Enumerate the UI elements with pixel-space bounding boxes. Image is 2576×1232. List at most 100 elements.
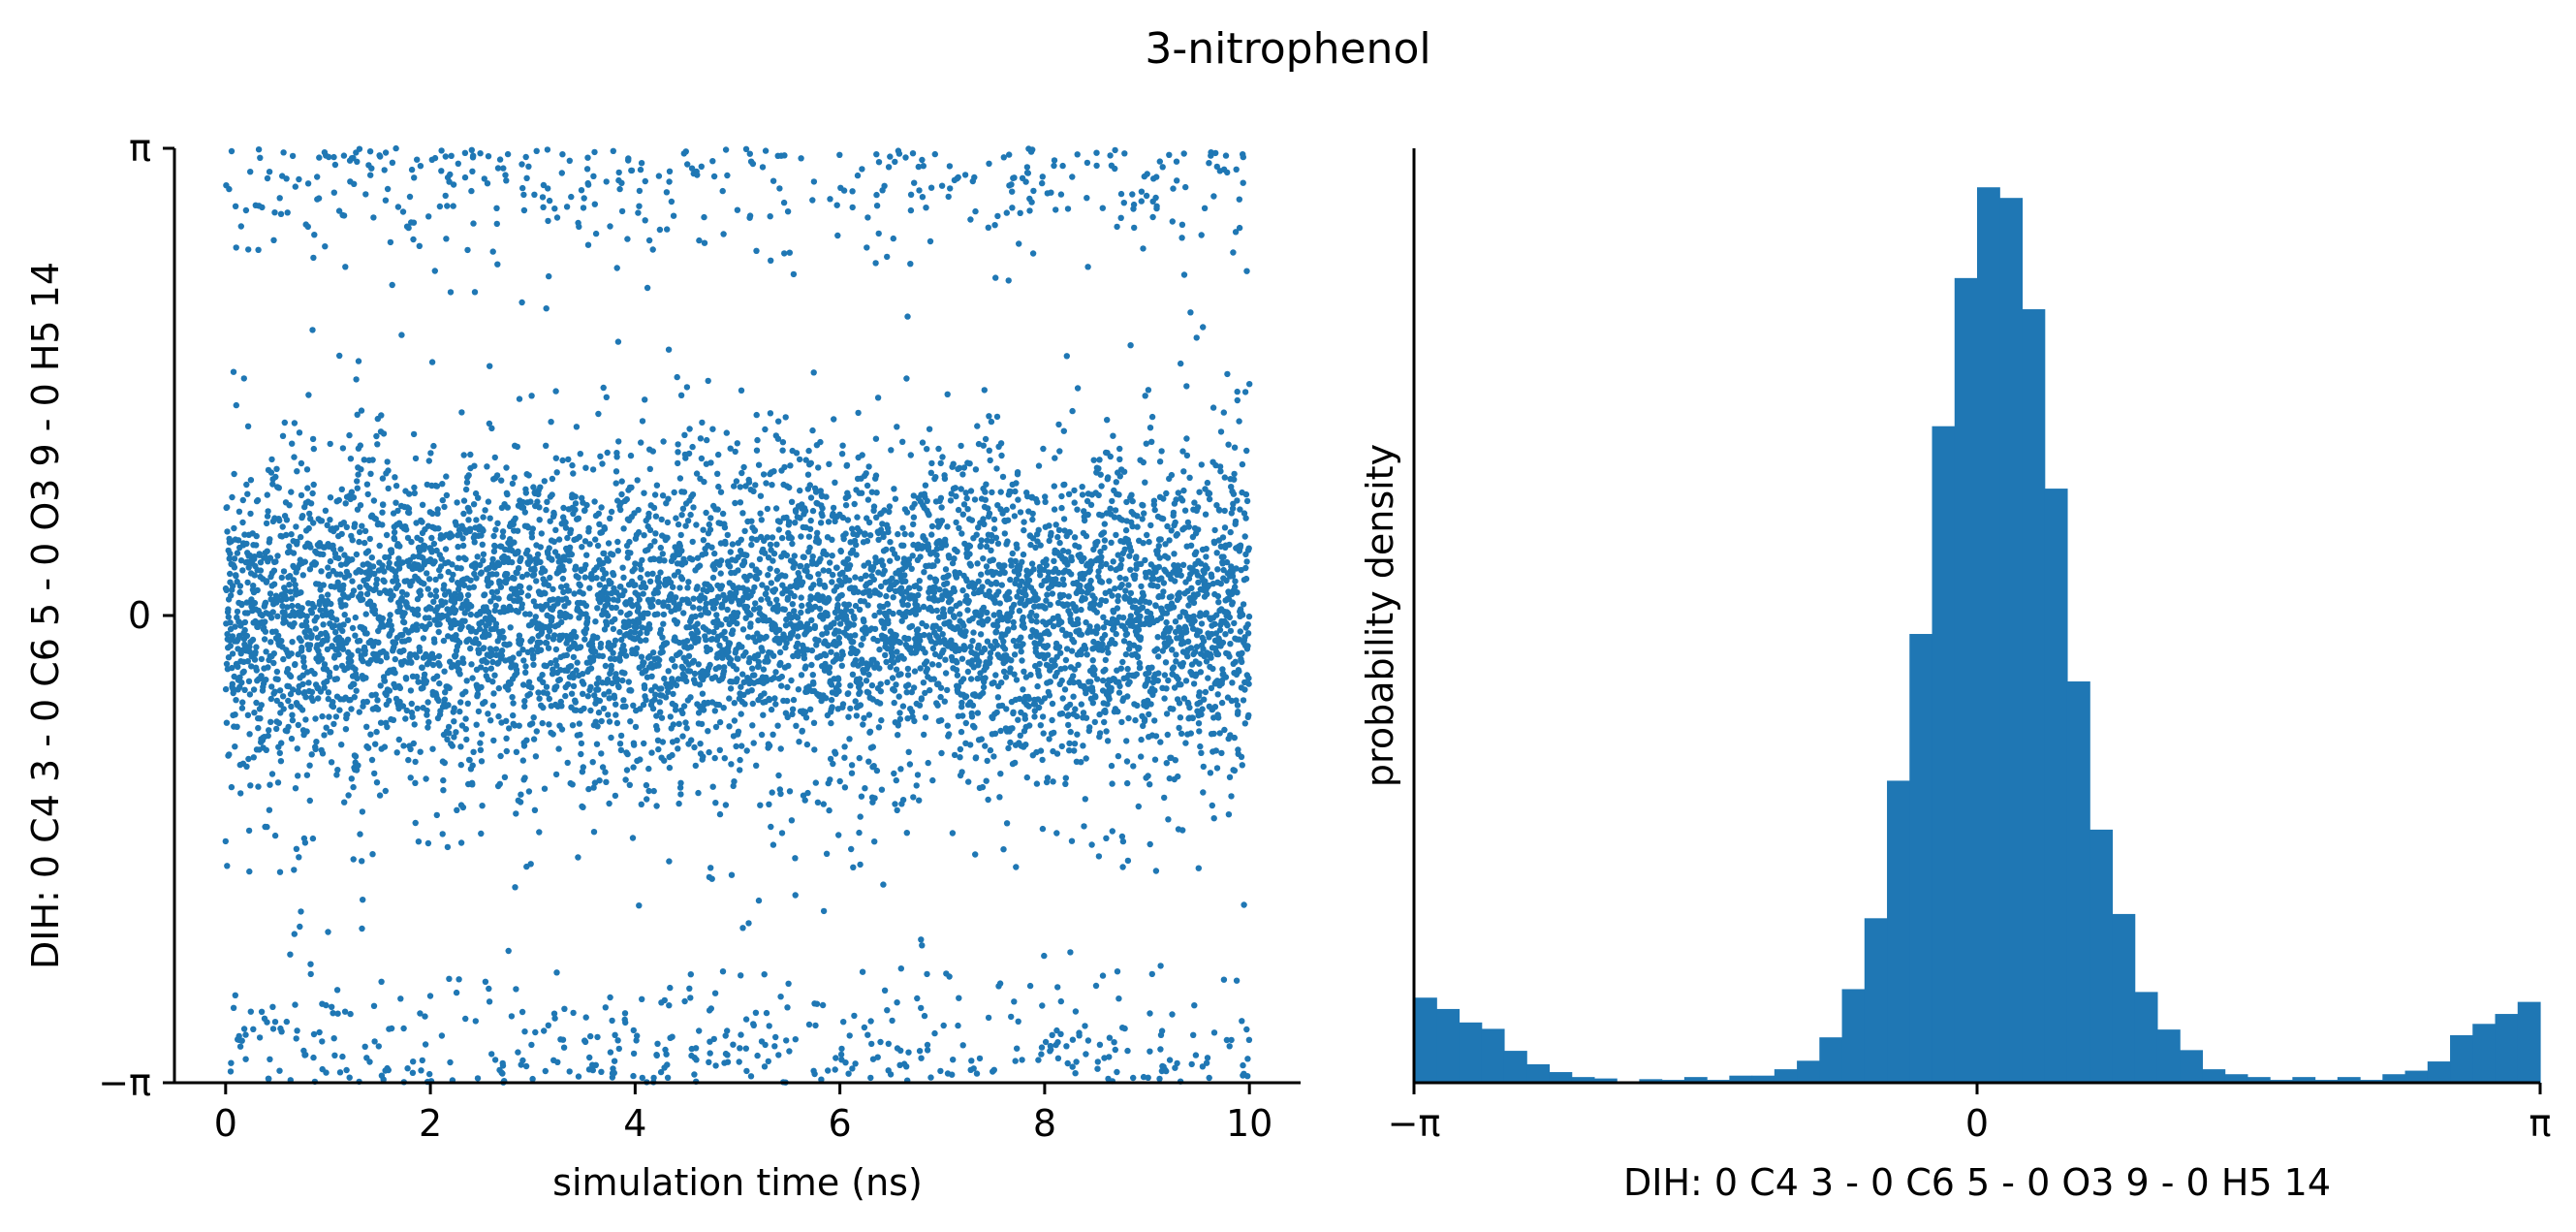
scatter-point (802, 663, 809, 670)
scatter-point (337, 546, 344, 553)
scatter-point (697, 597, 704, 604)
scatter-point (308, 610, 316, 616)
scatter-point (499, 533, 506, 540)
scatter-point (951, 587, 958, 595)
scatter-point (657, 626, 665, 633)
scatter-point (502, 172, 509, 178)
scatter-point (230, 583, 236, 589)
scatter-point (660, 611, 668, 618)
scatter-point (907, 645, 914, 651)
scatter-point (784, 713, 791, 721)
scatter-point (744, 634, 752, 641)
scatter-point (761, 690, 768, 697)
scatter-point (670, 690, 676, 698)
scatter-point (693, 1057, 700, 1063)
scatter-point (753, 411, 760, 419)
scatter-point (786, 249, 793, 256)
scatter-point (950, 460, 957, 467)
scatter-point (267, 469, 275, 476)
scatter-point (838, 451, 846, 458)
scatter-point (685, 599, 692, 607)
scatter-point (276, 749, 283, 757)
scatter-point (748, 687, 755, 694)
scatter-point (354, 675, 361, 682)
scatter-point (730, 584, 737, 591)
scatter-point (853, 541, 860, 549)
scatter-point (859, 452, 865, 458)
scatter-point (474, 691, 482, 698)
scatter-point (251, 656, 259, 663)
scatter-point (356, 538, 362, 546)
scatter-point (486, 998, 493, 1005)
scatter-point (558, 726, 566, 733)
scatter-point (399, 703, 407, 710)
scatter-point (267, 695, 274, 703)
scatter-point (632, 582, 639, 588)
scatter-point (519, 184, 526, 192)
scatter-point (410, 553, 417, 560)
scatter-point (845, 601, 853, 608)
scatter-point (319, 712, 326, 720)
scatter-point (615, 683, 622, 691)
scatter-point (350, 494, 358, 501)
scatter-point (340, 621, 347, 628)
scatter-point (897, 671, 904, 678)
scatter-point (410, 219, 418, 226)
scatter-point (876, 609, 883, 616)
scatter-point (707, 1050, 713, 1057)
scatter-point (948, 606, 956, 613)
scatter-point (740, 691, 747, 699)
scatter-point (373, 432, 380, 440)
scatter-point (665, 346, 673, 353)
scatter-point (819, 593, 826, 600)
scatter-point (786, 484, 793, 491)
scatter-point (395, 736, 402, 743)
scatter-point (755, 616, 762, 624)
scatter-point (750, 1022, 757, 1029)
scatter-point (552, 771, 560, 778)
scatter-point (801, 553, 807, 560)
scatter-point (461, 174, 469, 181)
scatter-point (515, 565, 522, 572)
scatter-point (312, 625, 319, 632)
scatter-point (305, 524, 312, 532)
scatter-point (591, 201, 598, 207)
scatter-point (266, 1075, 272, 1083)
scatter-point (274, 613, 281, 619)
scatter-point (283, 175, 290, 182)
scatter-point (806, 625, 813, 633)
scatter-point (610, 552, 616, 558)
scatter-point (584, 181, 592, 188)
scatter-point (787, 462, 794, 469)
scatter-point (352, 753, 360, 760)
scatter-point (865, 758, 872, 765)
scatter-point (827, 776, 833, 783)
scatter-point (393, 144, 399, 152)
scatter-point (249, 636, 257, 644)
scatter-point (615, 169, 622, 176)
scatter-point (243, 558, 251, 565)
scatter-point (250, 1026, 257, 1033)
scatter-point (590, 653, 597, 661)
scatter-point (425, 213, 432, 220)
scatter-point (694, 620, 701, 627)
scatter-point (293, 1035, 299, 1042)
scatter-point (855, 588, 862, 595)
scatter-point (770, 731, 776, 738)
scatter-point (409, 1069, 417, 1077)
scatter-point (503, 735, 510, 742)
scatter-point (925, 544, 932, 551)
scatter-point (467, 611, 474, 618)
scatter-point (903, 689, 910, 696)
scatter-point (679, 733, 686, 740)
scatter-point (835, 634, 842, 642)
scatter-point (927, 686, 933, 694)
scatter-point (798, 155, 804, 162)
scatter-point (497, 752, 504, 760)
scatter-point (325, 564, 331, 571)
scatter-point (877, 688, 884, 695)
scatter-point (748, 518, 755, 524)
scatter-point (356, 709, 362, 715)
scatter-point (569, 461, 576, 469)
scatter-point (309, 435, 317, 443)
